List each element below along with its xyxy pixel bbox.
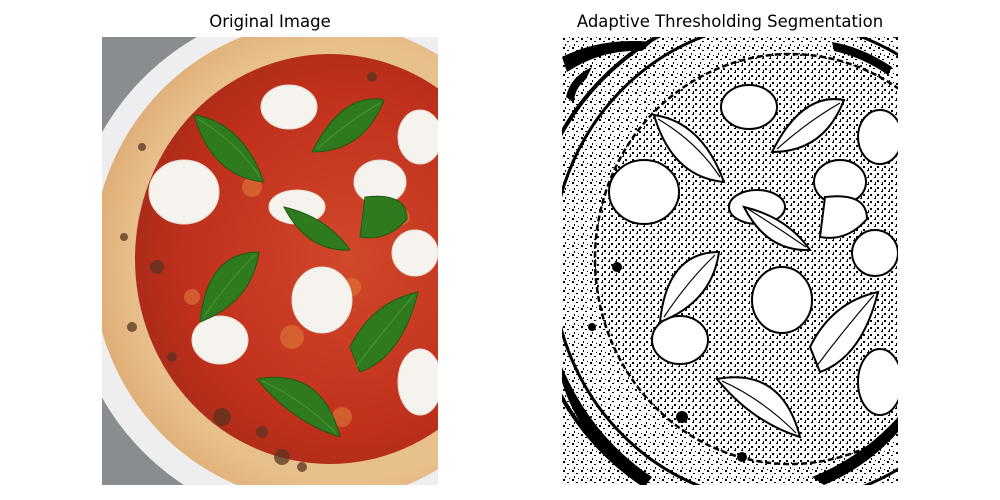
- right-panel-title: Adaptive Thresholding Segmentation: [576, 12, 884, 31]
- original-image: [102, 37, 438, 485]
- binary-threshold-map: [562, 37, 898, 485]
- dark-threshold-blobs: [562, 41, 898, 485]
- threshold-image: [562, 37, 898, 485]
- mozzarella-outlines: [608, 84, 898, 416]
- mozzarella-pieces: [148, 84, 438, 416]
- sauce-texture: [184, 177, 410, 427]
- basil-veins: [197, 102, 415, 434]
- left-panel-title: Original Image: [209, 12, 331, 31]
- pizza-photo: [102, 37, 438, 485]
- crust-char-spots: [120, 72, 377, 472]
- basil-vein-lines: [657, 102, 875, 434]
